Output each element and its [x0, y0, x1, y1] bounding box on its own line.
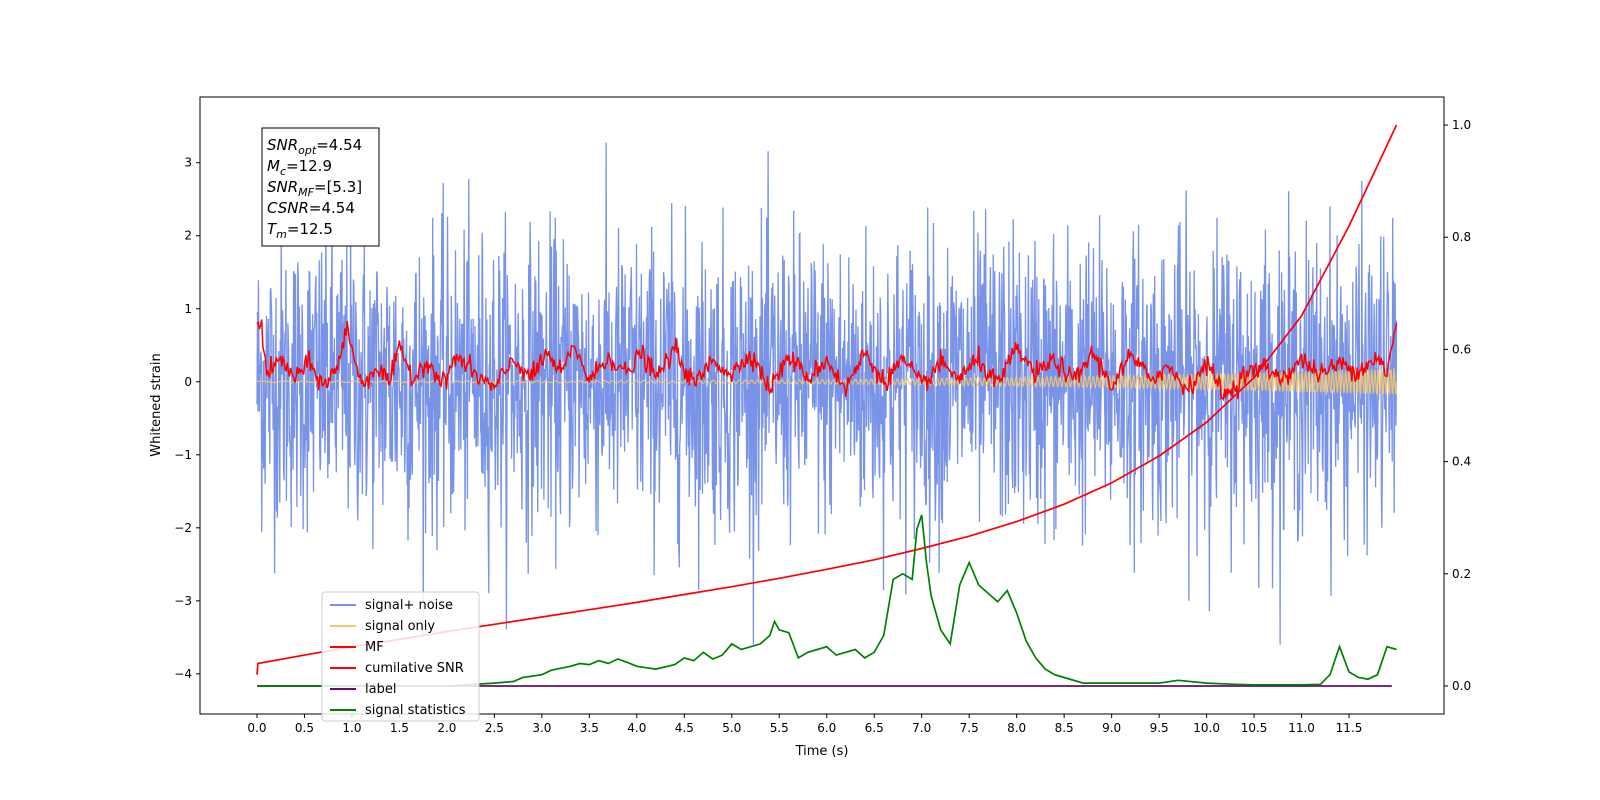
- legend: signal+ noise signal only MF cumilative SNR…: [321, 591, 480, 722]
- annotation-line: SNRopt=4.54: [267, 136, 362, 157]
- y2-tick-label: 0.6: [1452, 342, 1471, 356]
- x-tick-label: 5.5: [770, 721, 789, 735]
- y-tick-label: 1: [184, 302, 192, 316]
- x-tick-label: 8.5: [1055, 721, 1074, 735]
- legend-label: signal+ noise: [365, 598, 453, 613]
- x-tick-label: 10.5: [1241, 721, 1268, 735]
- y-tick-label: 3: [184, 156, 192, 170]
- x-tick-label: 11.5: [1336, 721, 1363, 735]
- y-tick-label: −1: [174, 448, 192, 462]
- legend-label: cumilative SNR: [365, 661, 464, 676]
- x-tick-label: 2.5: [485, 721, 504, 735]
- series-signal-statistics: [257, 514, 1397, 687]
- annotation-frame: [261, 127, 380, 247]
- series-mf: [256, 319, 1398, 402]
- x-tick-label: 1.0: [342, 721, 361, 735]
- y-tick-label: 0: [184, 375, 192, 389]
- x-tick-label: 9.5: [1150, 721, 1169, 735]
- x-tick-label: 7.0: [912, 721, 931, 735]
- y-tick-label: 2: [184, 229, 192, 243]
- x-tick-label: 3.0: [532, 721, 551, 735]
- x-tick-label: 7.5: [960, 721, 979, 735]
- x-tick-label: 4.5: [675, 721, 694, 735]
- y2-tick-label: 0.0: [1452, 679, 1471, 693]
- x-tick-label: 6.5: [865, 721, 884, 735]
- x-tick-label: 8.0: [1007, 721, 1026, 735]
- x-tick-label: 10.0: [1193, 721, 1220, 735]
- legend-label: signal statistics: [365, 703, 466, 718]
- x-tick-label: 2.0: [437, 721, 456, 735]
- x-tick-label: 5.0: [722, 721, 741, 735]
- x-tick-label: 3.5: [580, 721, 599, 735]
- axes: 0.0 0.5 1.0 1.5 2.0 2.5 3.0 3.5 4.0 4.5 5.0 5.5 6.0 6…: [174, 118, 1471, 735]
- annotation-line: CSNR=4.54: [267, 199, 355, 217]
- x-tick-label: 6.0: [817, 721, 836, 735]
- legend-frame: [321, 591, 480, 722]
- y2-tick-label: 0.8: [1452, 230, 1471, 244]
- legend-label: MF: [365, 640, 384, 655]
- y-tick-label: −3: [174, 594, 192, 608]
- x-tick-label: 9.0: [1102, 721, 1121, 735]
- y-axis-label: Whitened strain: [149, 353, 164, 456]
- x-tick-label: 0.0: [247, 721, 266, 735]
- y-tick-label: −4: [174, 667, 192, 681]
- legend-label: label: [365, 682, 396, 697]
- x-tick-label: 4.0: [627, 721, 646, 735]
- x-tick-label: 11.0: [1288, 721, 1315, 735]
- annotation-line: Mc=12.9: [267, 157, 332, 178]
- y-tick-label: −2: [174, 521, 192, 535]
- annotation-line: Tm=12.5: [267, 220, 333, 241]
- x-tick-label: 1.5: [390, 721, 409, 735]
- annotation-line: SNRMF=[5.3]: [267, 178, 362, 199]
- y2-tick-label: 0.2: [1452, 567, 1471, 581]
- x-tick-label: 0.5: [295, 721, 314, 735]
- y2-tick-label: 1.0: [1452, 118, 1471, 132]
- x-axis-label: Time (s): [795, 744, 849, 759]
- legend-label: signal only: [365, 619, 435, 634]
- y2-tick-label: 0.4: [1452, 455, 1471, 469]
- axes-frame: [199, 96, 1445, 715]
